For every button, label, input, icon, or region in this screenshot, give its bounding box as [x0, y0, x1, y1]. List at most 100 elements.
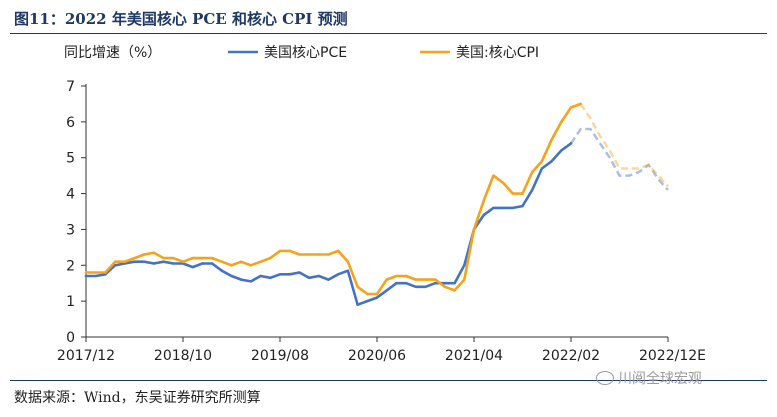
series-forecast-line	[569, 127, 669, 191]
data-point	[249, 264, 253, 267]
x-tick-label: 2019/08	[251, 348, 309, 364]
data-point	[356, 285, 359, 288]
data-point	[337, 249, 340, 253]
data-point	[356, 303, 359, 306]
data-point	[259, 260, 262, 263]
data-point	[210, 262, 214, 265]
data-point	[307, 276, 311, 279]
data-point	[307, 253, 311, 256]
data-point	[414, 278, 417, 281]
x-tick-label: 2018/10	[154, 348, 212, 364]
data-point	[366, 299, 369, 303]
data-point	[579, 102, 582, 106]
data-point	[201, 262, 204, 265]
watermark: 川阅全球宏观	[596, 368, 702, 388]
data-point	[501, 181, 505, 184]
data-point	[482, 213, 485, 217]
y-tick-label: 6	[66, 115, 75, 131]
data-point	[482, 199, 485, 202]
data-point	[511, 206, 514, 210]
data-point	[94, 271, 97, 274]
data-point	[298, 271, 301, 274]
data-point	[453, 282, 456, 285]
data-point	[366, 292, 369, 296]
data-point	[385, 289, 388, 292]
series-layer	[84, 102, 669, 306]
data-point	[569, 142, 573, 145]
data-point	[521, 192, 524, 195]
wechat-icon	[596, 371, 614, 385]
data-point	[375, 292, 379, 296]
series-pce	[84, 127, 669, 306]
data-point	[560, 149, 563, 152]
data-point	[143, 260, 146, 263]
y-tick-label: 1	[66, 294, 75, 310]
data-point	[463, 278, 466, 281]
data-point	[385, 278, 388, 281]
series-forecast-line	[579, 103, 669, 188]
data-point	[220, 269, 223, 272]
data-point	[181, 262, 185, 265]
data-point	[181, 260, 185, 263]
data-point	[113, 264, 117, 267]
data-point	[540, 167, 544, 170]
title-rule	[10, 33, 767, 34]
data-point	[210, 256, 214, 260]
data-point	[424, 278, 427, 281]
data-point	[123, 260, 127, 263]
data-point	[443, 282, 447, 285]
data-point	[434, 278, 437, 281]
x-tick-label: 2021/04	[445, 348, 503, 364]
data-point	[84, 274, 88, 278]
data-point	[337, 273, 340, 276]
y-tick-label: 0	[66, 330, 75, 346]
data-point	[540, 160, 544, 163]
data-point	[288, 273, 291, 276]
figure-title: 图11：2022 年美国核心 PCE 和核心 CPI 预测	[14, 10, 348, 28]
data-point	[317, 274, 320, 278]
data-point	[220, 260, 223, 263]
y-axis: 0 1 2 3 4 5 6 7	[66, 79, 87, 346]
data-point	[230, 274, 233, 278]
x-tick-label: 2022/12E	[639, 348, 706, 364]
y-tick-label: 3	[66, 222, 75, 238]
source-rule	[10, 380, 767, 381]
data-point	[404, 274, 408, 278]
x-tick-label: 2017/12	[57, 348, 115, 364]
data-point	[327, 278, 330, 281]
x-tick-label: 2022/02	[542, 348, 600, 364]
data-point	[443, 285, 447, 288]
data-point	[472, 228, 476, 231]
data-point	[414, 285, 417, 288]
y-tick-label: 7	[66, 79, 75, 95]
data-point	[346, 260, 350, 263]
data-point	[240, 278, 243, 281]
data-point	[521, 204, 524, 208]
y-tick-label: 4	[66, 187, 75, 203]
data-point	[94, 274, 97, 278]
data-point	[162, 256, 165, 260]
data-point	[230, 264, 233, 267]
data-point	[278, 273, 282, 276]
data-point	[269, 276, 272, 279]
data-point	[172, 256, 175, 260]
data-point	[104, 271, 107, 274]
source-note: 数据来源：Wind，东吴证券研究所测算	[14, 390, 261, 406]
data-point	[172, 262, 175, 265]
data-point	[317, 253, 320, 256]
data-point	[201, 256, 204, 260]
data-point	[298, 253, 301, 256]
data-point	[531, 170, 534, 174]
data-point	[84, 271, 88, 274]
data-point	[259, 274, 262, 278]
data-point	[375, 296, 379, 299]
data-point	[492, 174, 495, 177]
data-point	[395, 274, 398, 278]
x-axis: 2017/12 2018/10 2019/08 2020/06 2021/04 2022/…	[57, 336, 706, 364]
y-tick-label: 5	[66, 151, 75, 167]
data-point	[152, 251, 156, 254]
y-axis-label: 同比增速（%）	[64, 45, 161, 61]
data-point	[395, 282, 398, 285]
y-tick-label: 2	[66, 258, 75, 274]
